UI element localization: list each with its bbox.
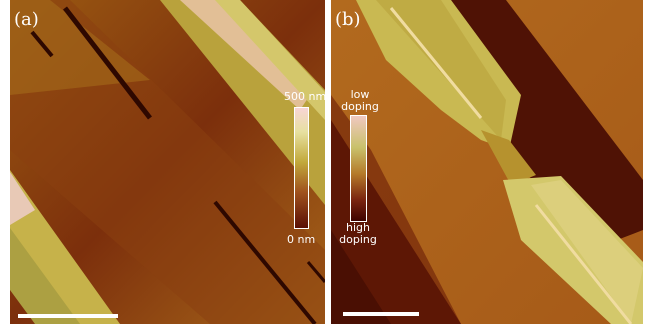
afm-topography-panel: (a) 500 nm 0 nm	[10, 0, 325, 324]
colorbar-top-label-b: low doping	[341, 88, 379, 113]
colorbar-top-label-a: 500 nm	[284, 90, 325, 103]
afm-topography-image	[10, 0, 325, 324]
colorbar-bottom-label-a: 0 nm	[287, 233, 316, 246]
doping-map-panel: (b) low doping high doping	[331, 0, 643, 324]
doping-colorbar	[350, 115, 367, 222]
colorbar-bottom-label-b: high doping	[339, 221, 377, 246]
panel-label-a: (a)	[14, 9, 39, 30]
height-colorbar	[294, 107, 309, 229]
scale-bar-a	[18, 314, 118, 318]
scale-bar-b	[343, 312, 419, 316]
doping-map-image	[331, 0, 643, 324]
panel-label-b: (b)	[335, 9, 361, 30]
